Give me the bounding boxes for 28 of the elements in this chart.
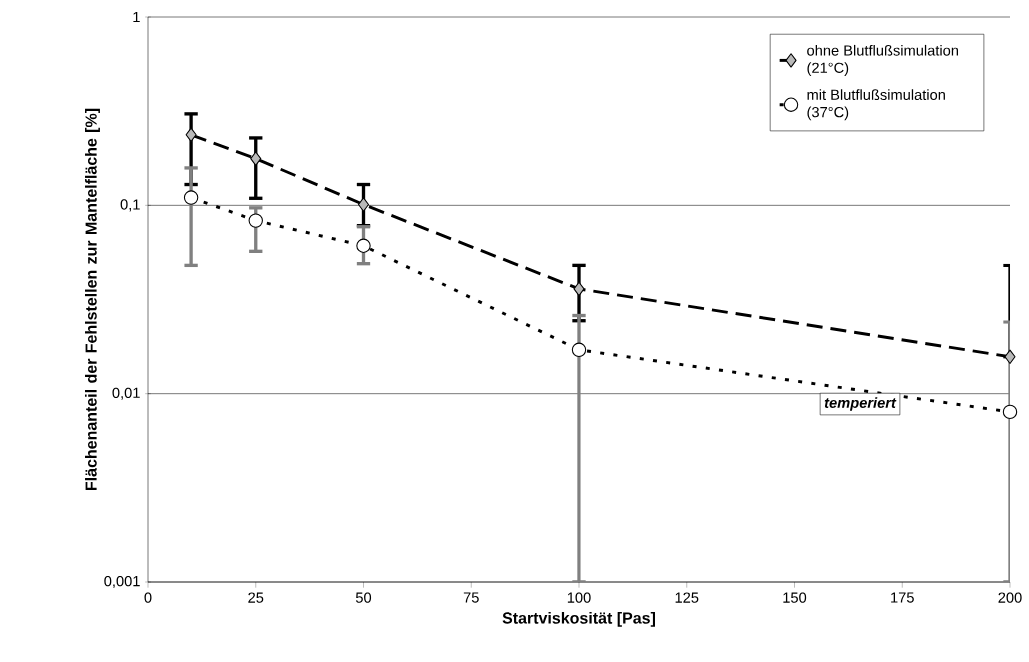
y-tick-label: 0,001 bbox=[104, 575, 140, 589]
point bbox=[356, 238, 371, 253]
point bbox=[250, 151, 262, 166]
y-tick-label: 0,01 bbox=[112, 387, 140, 400]
y-tick-label: 0,1 bbox=[120, 199, 140, 212]
x-tick-label: 75 bbox=[463, 592, 479, 603]
point bbox=[248, 213, 263, 228]
annotation: temperiert bbox=[824, 397, 897, 411]
point bbox=[571, 342, 587, 358]
y-tick-label: 1 bbox=[133, 11, 140, 23]
point bbox=[357, 197, 370, 212]
point bbox=[183, 190, 199, 205]
x-tick-label: 175 bbox=[891, 592, 914, 603]
point bbox=[1004, 349, 1016, 364]
x-tick-label: 25 bbox=[248, 592, 264, 603]
x-tick-label: 50 bbox=[355, 592, 372, 603]
point bbox=[185, 127, 197, 142]
x-tick-label: 150 bbox=[783, 592, 807, 603]
x-tick-label: 125 bbox=[675, 592, 699, 603]
legend-label: mit Blutflußsimulation (37°C) bbox=[807, 89, 945, 121]
legend-label: ohne Blutflußsimulation (21°C) bbox=[807, 44, 958, 76]
point bbox=[1002, 404, 1018, 420]
x-tick-label: 200 bbox=[998, 592, 1022, 603]
x-axis-title: Startviskosität [Pas] bbox=[502, 611, 655, 627]
point bbox=[573, 281, 585, 297]
y-axis-title: Flächenanteil der Fehlstellen zur Mantelfläche [%] bbox=[85, 108, 100, 491]
x-tick-label: 100 bbox=[567, 592, 591, 603]
x-tick-label: 0 bbox=[144, 592, 152, 603]
